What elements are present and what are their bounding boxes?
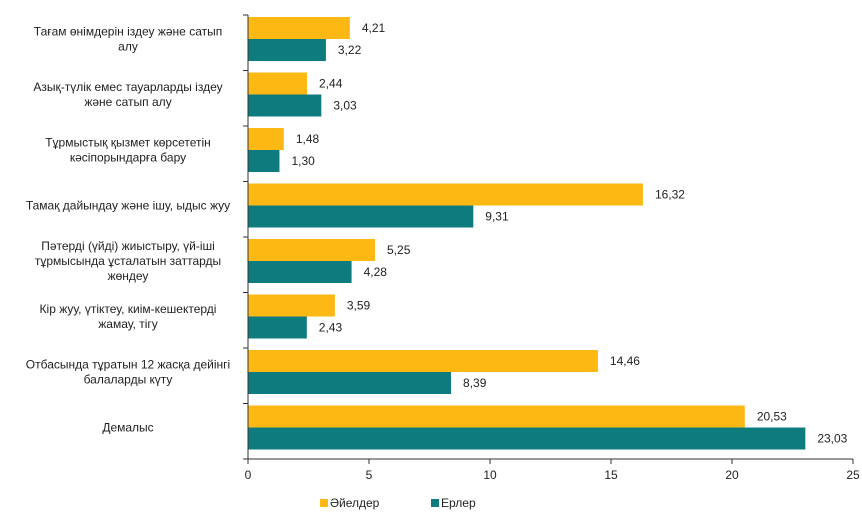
category-label-line: кәсіпорындарға бару (70, 151, 186, 165)
category-label: Отбасында тұратын 12 жасқа дейінгі балала… (26, 358, 230, 387)
bar-value-label: 20,53 (757, 410, 787, 424)
category-label-line: Демалыс (102, 421, 153, 435)
bar-value-label: 23,03 (817, 432, 847, 446)
legend-label: Әйелдер (330, 496, 380, 510)
category-label-line: жөндеу (108, 269, 149, 283)
bar-men-4 (248, 261, 352, 283)
x-tick-label: 20 (725, 468, 739, 482)
category-label: Тұрмыстық қызмет көрсететін кәсіпорындарғ… (45, 136, 211, 165)
category-label-line: Тұрмыстық қызмет көрсететін (45, 136, 211, 150)
category-label-line: жамау, тігу (98, 317, 158, 331)
bar-men-5 (248, 316, 307, 339)
bar-value-label: 16,32 (655, 188, 685, 202)
axes-layer: 0 5 10 15 20 25 (243, 14, 860, 482)
category-labels-layer: Тағам өнімдерін іздеу және сатып алу Азық-… (26, 25, 230, 435)
bar-women-4 (248, 239, 376, 261)
bar-value-label: 8,39 (463, 376, 487, 390)
bars-layer (248, 17, 806, 450)
category-label: Тағам өнімдерін іздеу және сатып алу (34, 25, 222, 54)
value-labels-layer: 4,213,22 2,44 3,03 1,48 1,30 16,32 9,31 5,25 4,2… (291, 21, 847, 446)
category-label: Тамақ дайындау және ішу, ыдыс жуу (26, 199, 230, 213)
category-label: Азық-түлік емес тауарларды іздеу және сат… (33, 80, 222, 109)
category-label-line: балаларды күту (84, 373, 173, 387)
bar-value-label: 1,48 (296, 132, 320, 146)
category-label: Пәтерді (үйді) жиыстыру, үй-іші тұрмысынд… (35, 239, 221, 283)
bar-women-2 (248, 128, 284, 150)
bar-men-6 (248, 372, 452, 394)
bar-men-1 (248, 94, 322, 117)
legend-label: Ерлер (441, 496, 476, 510)
category-label-line: Пәтерді (үйді) жиыстыру, үй-іші (41, 239, 215, 253)
bar-value-label: 5,25 (387, 243, 411, 257)
category-label: Демалыс (102, 421, 153, 435)
bar-men-2 (248, 150, 280, 172)
bar-value-label: 4,21 (362, 21, 386, 35)
legend: Әйелдер Ерлер (320, 496, 476, 510)
bar-value-label: 2,43 (319, 321, 343, 335)
bar-women-6 (248, 350, 598, 372)
bar-women-3 (248, 183, 643, 206)
category-label: Кір жуу, үтіктеу, киім-кешектерді жамау, … (40, 302, 217, 331)
bar-value-label: 1,30 (291, 154, 315, 168)
bar-men-3 (248, 205, 474, 228)
bar-men-7 (248, 427, 806, 450)
category-label-line: Азық-түлік емес тауарларды іздеу (33, 80, 222, 94)
x-tick-label: 10 (483, 468, 497, 482)
x-tick-label: 15 (604, 468, 618, 482)
category-label-line: тұрмысында ұсталатын заттарды (35, 254, 221, 268)
bar-value-label: 14,46 (610, 354, 640, 368)
category-label-line: Тағам өнімдерін іздеу және сатып (34, 25, 222, 39)
bar-women-7 (248, 405, 745, 428)
bar-value-label: 4,28 (364, 265, 388, 279)
bar-value-label: 3,59 (347, 299, 371, 313)
bar-women-0 (248, 17, 350, 39)
bar-men-0 (248, 39, 326, 61)
category-label-line: Тамақ дайындау және ішу, ыдыс жуу (26, 199, 230, 213)
bar-value-label: 2,44 (319, 77, 343, 91)
legend-swatch-men (431, 499, 439, 507)
legend-swatch-women (320, 499, 328, 507)
bar-women-1 (248, 72, 308, 95)
bar-value-label: 3,03 (333, 99, 357, 113)
category-label-line: Отбасында тұратын 12 жасқа дейінгі (26, 358, 230, 372)
x-tick-label: 25 (846, 468, 860, 482)
x-tick-label: 5 (366, 468, 373, 482)
x-tick-label: 0 (245, 468, 252, 482)
bar-value-label: 9,31 (485, 210, 509, 224)
bar-value-label: 3,22 (338, 43, 362, 57)
category-label-line: Кір жуу, үтіктеу, киім-кешектерді (40, 302, 217, 316)
category-label-line: және сатып алу (84, 95, 171, 109)
bar-women-5 (248, 294, 335, 317)
category-label-line: алу (118, 40, 138, 54)
